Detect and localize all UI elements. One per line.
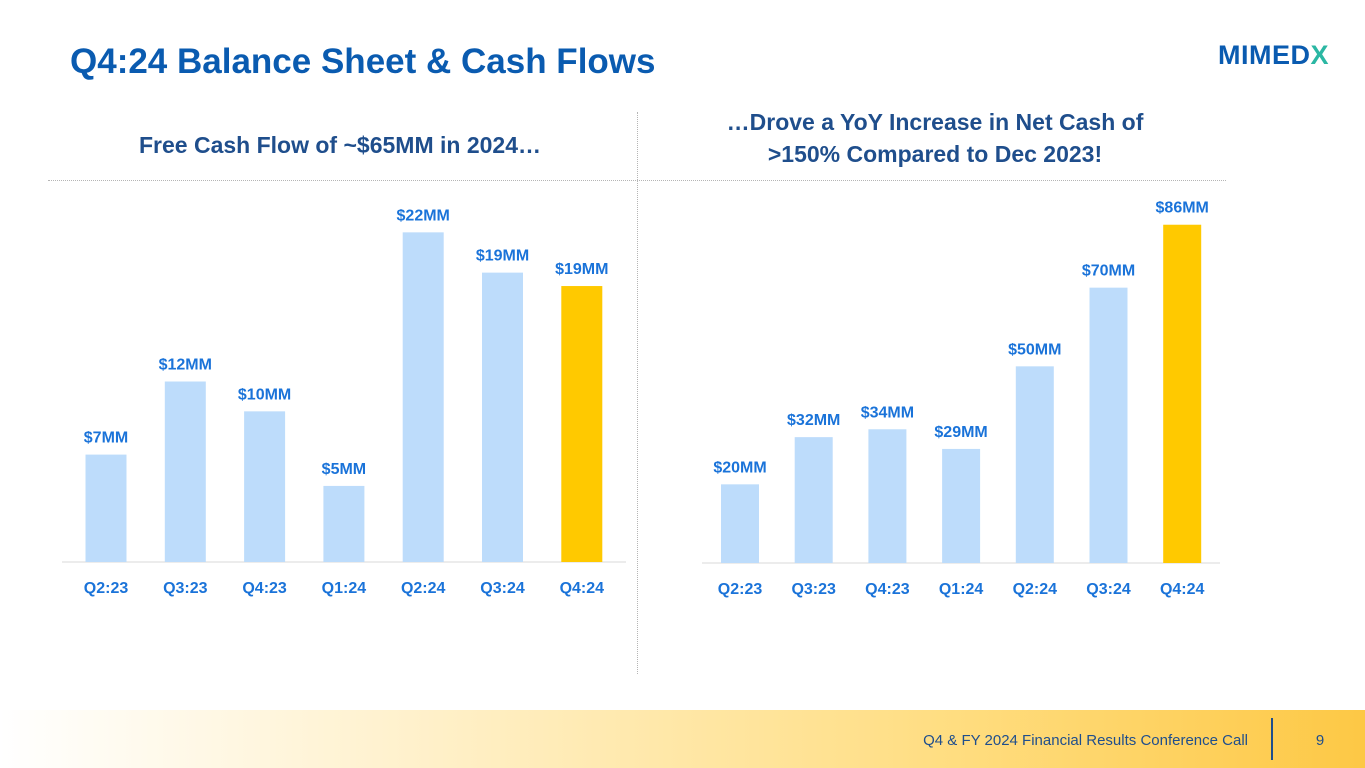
net-cash-heading: …Drove a YoY Increase in Net Cash of >15… <box>640 106 1230 170</box>
chart-1-tick-label-4: Q1:24 <box>939 581 984 598</box>
chart-1-value-label-6: $70MM <box>1082 263 1135 280</box>
free-cash-flow-chart: $7MM Q2:23 $12MM Q3:23 $10MM Q4:23 $5MM Q1:24 $2… <box>62 207 626 597</box>
chart-1-tick-label-2: Q3:23 <box>791 581 836 598</box>
chart-0-bar-6 <box>482 272 523 562</box>
chart-1-bar-6 <box>1089 287 1128 563</box>
chart-1-bar-5 <box>1015 366 1054 563</box>
net-cash-heading-line-2: >150% Compared to Dec 2023! <box>767 141 1103 167</box>
chart-1-bar-2 <box>794 437 833 563</box>
chart-0-bar-2 <box>164 381 206 562</box>
page-number: 9 <box>1315 732 1325 749</box>
chart-1-value-label-7: $86MM <box>1156 200 1209 217</box>
net-cash-chart: $20MM Q2:23 $32MM Q3:23 $34MM Q4:23 $29MM Q1:24… <box>702 200 1220 598</box>
chart-1-tick-label-1: Q2:23 <box>718 581 763 598</box>
footer-bar: Q4 & FY 2024 Financial Results Conferenc… <box>0 710 1365 768</box>
chart-1-value-label-1: $20MM <box>713 459 766 476</box>
chart-1-bar-7 <box>1163 224 1202 563</box>
mimedx-logo: MIMEDX <box>1218 40 1329 71</box>
footer-divider <box>1271 718 1273 760</box>
free-cash-flow-heading: Free Cash Flow of ~$65MM in 2024… <box>139 132 541 158</box>
chart-0-value-label-5: $22MM <box>397 207 450 224</box>
chart-0-tick-label-1: Q2:23 <box>84 580 129 597</box>
chart-0-tick-label-5: Q2:24 <box>401 580 446 597</box>
chart-0-tick-label-7: Q4:24 <box>560 580 605 597</box>
chart-1-bar-1 <box>721 484 759 563</box>
panel-divider <box>637 112 638 674</box>
logo-x-mark: X <box>1310 40 1330 70</box>
chart-0-tick-label-6: Q3:24 <box>480 580 525 597</box>
chart-1-bar-4 <box>942 448 981 563</box>
chart-1-value-label-4: $29MM <box>934 424 987 441</box>
chart-0-tick-label-2: Q3:23 <box>163 580 208 597</box>
chart-0-tick-label-3: Q4:23 <box>242 580 287 597</box>
chart-0-value-label-3: $10MM <box>238 386 291 403</box>
chart-1-tick-label-6: Q3:24 <box>1086 581 1131 598</box>
chart-0-value-label-6: $19MM <box>476 248 529 265</box>
chart-1-tick-label-5: Q2:24 <box>1013 581 1058 598</box>
page-title: Q4:24 Balance Sheet & Cash Flows <box>70 42 656 81</box>
net-cash-heading-line-1: …Drove a YoY Increase in Net Cash of <box>726 109 1144 135</box>
logo-text: MIMED <box>1218 40 1311 70</box>
chart-0-bar-3 <box>244 411 286 562</box>
chart-1-value-label-3: $34MM <box>861 404 914 421</box>
chart-0-bar-5 <box>402 232 444 562</box>
chart-1-value-label-2: $32MM <box>787 412 840 429</box>
chart-0-value-label-4: $5MM <box>322 461 366 478</box>
chart-0-tick-label-4: Q1:24 <box>322 580 367 597</box>
chart-0-value-label-1: $7MM <box>84 430 128 447</box>
chart-0-bar-4 <box>323 485 365 562</box>
chart-0-bar-7 <box>561 286 603 562</box>
chart-1-tick-label-3: Q4:23 <box>865 581 910 598</box>
chart-0-value-label-7: $19MM <box>555 261 608 278</box>
footer-caption: Q4 & FY 2024 Financial Results Conferenc… <box>923 732 1248 749</box>
chart-1-tick-label-7: Q4:24 <box>1160 581 1205 598</box>
chart-0-value-label-2: $12MM <box>159 357 212 374</box>
chart-0-bar-1 <box>85 454 127 562</box>
chart-1-value-label-5: $50MM <box>1008 341 1061 358</box>
chart-1-bar-3 <box>868 429 907 563</box>
